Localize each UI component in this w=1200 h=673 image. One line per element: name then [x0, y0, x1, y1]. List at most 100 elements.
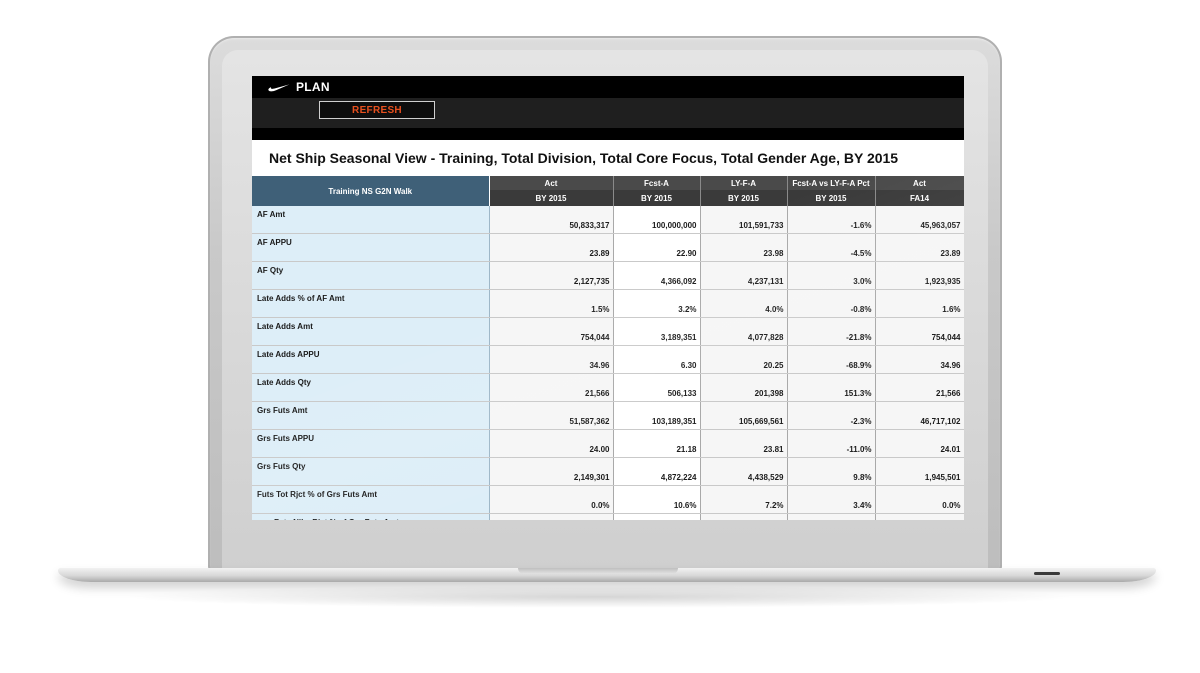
row-label: Grs Futs APPU	[252, 429, 490, 458]
table-cell[interactable]: 8.1%	[613, 513, 701, 520]
row-label: Late Adds APPU	[252, 345, 490, 374]
table-cell[interactable]: 24.01	[875, 429, 964, 458]
table-cell[interactable]: 1,923,935	[875, 261, 964, 290]
row-label: Grs Futs Amt	[252, 401, 490, 430]
table-cell[interactable]: 4,077,828	[700, 317, 788, 346]
table-cell[interactable]: 4.0%	[700, 289, 788, 318]
table-cell[interactable]: 4,237,131	[700, 261, 788, 290]
column-subheader: BY 2015	[787, 190, 876, 206]
column-header[interactable]: Act	[875, 176, 964, 190]
data-table: Training NS G2N Walk Act Fcst-A LY-F-A F…	[252, 176, 964, 520]
row-label: AF Qty	[252, 261, 490, 290]
table-cell[interactable]: 100,000,000	[613, 206, 701, 234]
table-cell[interactable]: 3.2%	[613, 289, 701, 318]
column-header[interactable]: Fcst-A vs LY-F-A Pct	[787, 176, 876, 190]
nike-swoosh-icon	[268, 84, 290, 92]
table-cell[interactable]: 51,587,362	[489, 401, 614, 430]
row-label: AF Amt	[252, 206, 490, 234]
table-cell[interactable]: 23.98	[700, 233, 788, 262]
table-cell[interactable]: 0.0%	[875, 485, 964, 514]
table-cell[interactable]: 23.89	[875, 233, 964, 262]
table-cell[interactable]: 2,127,735	[489, 261, 614, 290]
table-cell[interactable]: 1,945,501	[875, 457, 964, 486]
column-header[interactable]: Act	[489, 176, 614, 190]
page-title: Net Ship Seasonal View - Training, Total…	[252, 140, 964, 176]
table-cell[interactable]: 3,189,351	[613, 317, 701, 346]
table-cell[interactable]: 7.2%	[700, 485, 788, 514]
table-cell[interactable]: 22.90	[613, 233, 701, 262]
row-label: AF APPU	[252, 233, 490, 262]
table-row: Grs Futs Qty 2,149,301 4,872,224 4,438,529 9…	[252, 457, 964, 486]
table-cell[interactable]: 23.81	[700, 429, 788, 458]
table-row: AF Qty 2,127,735 4,366,092 4,237,131 3.0% 1,9…	[252, 261, 964, 290]
table-cell[interactable]: -21.8%	[787, 317, 876, 346]
table-cell[interactable]: 24.00	[489, 429, 614, 458]
column-header[interactable]: LY-F-A	[700, 176, 788, 190]
toolbar: REFRESH	[252, 98, 964, 128]
table-cell[interactable]: -68.9%	[787, 345, 876, 374]
table-cell[interactable]: 103,189,351	[613, 401, 701, 430]
table-cell[interactable]: 754,044	[489, 317, 614, 346]
table-body: AF Amt 50,833,317 100,000,000 101,591,733 -1…	[252, 206, 964, 520]
table-row: AF APPU 23.89 22.90 23.98 -4.5% 23.89	[252, 233, 964, 262]
table-cell[interactable]: 21,566	[489, 373, 614, 402]
table-cell[interactable]: 34.96	[489, 345, 614, 374]
table-cell[interactable]: 46,717,102	[875, 401, 964, 430]
table-cell[interactable]: 105,669,561	[700, 401, 788, 430]
table-row: AF Amt 50,833,317 100,000,000 101,591,733 -1…	[252, 206, 964, 234]
table-cell[interactable]: 0.0%	[489, 485, 614, 514]
table-cell[interactable]: 3.0%	[787, 261, 876, 290]
table-row: Late Adds Qty 21,566 506,133 201,398 151.3% 2…	[252, 373, 964, 402]
column-subheader: FA14	[875, 190, 964, 206]
table-cell[interactable]: 201,398	[700, 373, 788, 402]
table-cell[interactable]: 2,149,301	[489, 457, 614, 486]
table-cell[interactable]: 506,133	[613, 373, 701, 402]
row-label: Late Adds Qty	[252, 373, 490, 402]
table-cell[interactable]: 10.6%	[613, 485, 701, 514]
table-cell[interactable]: 20.25	[700, 345, 788, 374]
table-cell[interactable]: 754,044	[875, 317, 964, 346]
refresh-button[interactable]: REFRESH	[319, 101, 435, 119]
table-cell[interactable]: 4.7%	[700, 513, 788, 520]
table-cell[interactable]: -11.0%	[787, 429, 876, 458]
column-subheader: BY 2015	[489, 190, 614, 206]
table-cell[interactable]: 0.0%	[489, 513, 614, 520]
app-title: PLAN	[296, 80, 330, 94]
laptop-shadow	[120, 586, 1080, 608]
table-cell[interactable]: 3.5%	[787, 513, 876, 520]
table-cell[interactable]: 50,833,317	[489, 206, 614, 234]
table-cell[interactable]: 34.96	[875, 345, 964, 374]
table-cell[interactable]: 45,963,057	[875, 206, 964, 234]
table-cell[interactable]: 9.8%	[787, 457, 876, 486]
table-cell[interactable]: 23.89	[489, 233, 614, 262]
table-cell[interactable]: 0.0%	[875, 513, 964, 520]
table-cell[interactable]: 4,438,529	[700, 457, 788, 486]
table-cell[interactable]: -1.6%	[787, 206, 876, 234]
laptop-led	[1034, 572, 1060, 575]
laptop-base	[58, 568, 1156, 582]
table-row: Late Adds % of AF Amt 1.5% 3.2% 4.0% -0.8% 1.…	[252, 289, 964, 318]
table-cell[interactable]: 4,872,224	[613, 457, 701, 486]
table-cell[interactable]: 4,366,092	[613, 261, 701, 290]
laptop-screen: PLAN REFRESH Net Ship Seasonal View - Tr…	[252, 76, 964, 520]
table-cell[interactable]: 3.4%	[787, 485, 876, 514]
table-cell[interactable]: 6.30	[613, 345, 701, 374]
table-cell[interactable]: -0.8%	[787, 289, 876, 318]
table-cell[interactable]: 1.6%	[875, 289, 964, 318]
table-cell[interactable]: -4.5%	[787, 233, 876, 262]
table-cell[interactable]: -2.3%	[787, 401, 876, 430]
app-header: PLAN	[252, 76, 964, 98]
table-cell[interactable]: 21,566	[875, 373, 964, 402]
column-subheader: BY 2015	[700, 190, 788, 206]
table-cell[interactable]: 21.18	[613, 429, 701, 458]
table-cell[interactable]: 101,591,733	[700, 206, 788, 234]
table-cell[interactable]: 1.5%	[489, 289, 614, 318]
row-label: Grs Futs Qty	[252, 457, 490, 486]
table-row: Futs Nike Rjct % of Grs Futs Amt0.0%8.1%…	[252, 513, 964, 520]
column-header[interactable]: Fcst-A	[613, 176, 701, 190]
table-row: Futs Tot Rjct % of Grs Futs Amt 0.0% 10.6%…	[252, 485, 964, 514]
table-row: Grs Futs Amt 51,587,362 103,189,351 105,669…	[252, 401, 964, 430]
laptop-notch	[518, 568, 678, 574]
table-row: Late Adds Amt 754,044 3,189,351 4,077,828 -2…	[252, 317, 964, 346]
table-cell[interactable]: 151.3%	[787, 373, 876, 402]
